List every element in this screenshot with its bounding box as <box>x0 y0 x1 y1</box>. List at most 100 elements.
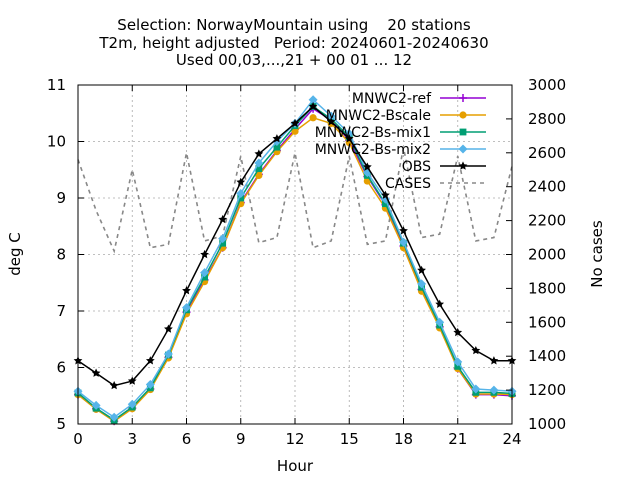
legend-marker-mnwc2-bs-mix1 <box>459 128 467 136</box>
point-mnwc2-bscale <box>291 127 299 135</box>
legend: MNWC2-refMNWC2-BscaleMNWC2-Bs-mix1MNWC2-… <box>315 91 486 192</box>
x-tick-label: 6 <box>182 430 192 448</box>
y2-tick-label: 2800 <box>528 110 566 128</box>
point-mnwc2-bs-mix2 <box>91 400 101 410</box>
point-mnwc2-bs-mix2 <box>489 385 499 395</box>
legend-marker-mnwc2-ref <box>459 94 467 102</box>
title-line-1: Selection: NorwayMountain using 20 stati… <box>117 16 471 34</box>
cases-series <box>77 147 513 254</box>
point-obs <box>399 226 408 235</box>
point-obs <box>236 177 246 186</box>
legend-marker-mnwc2-bs-mix2 <box>458 144 468 154</box>
series-layer <box>73 95 517 426</box>
y-tick-label: 9 <box>56 189 66 207</box>
point-obs <box>435 299 445 308</box>
point-obs <box>417 265 426 275</box>
title-line-2: T2m, height adjusted Period: 20240601-20… <box>98 34 488 52</box>
point-mnwc2-bs-mix1 <box>454 362 462 370</box>
legend-label-cases: CASES <box>385 176 431 192</box>
point-obs <box>91 368 101 377</box>
point-mnwc2-bs-mix2 <box>254 158 264 168</box>
series-line-mnwc2-bs-mix1 <box>77 105 513 421</box>
x-tick-label: 12 <box>285 430 304 448</box>
point-mnwc2-bscale <box>309 114 317 122</box>
point-mnwc2-bs-mix2 <box>326 111 336 121</box>
point-mnwc2-bs-mix2 <box>218 234 228 244</box>
point-mnwc2-bs-mix2 <box>471 384 481 394</box>
point-mnwc2-bs-mix1 <box>382 200 389 208</box>
point-obs <box>164 324 173 333</box>
point-obs <box>308 101 318 111</box>
point-mnwc2-bscale <box>255 171 263 179</box>
x-tick-label: 0 <box>73 430 83 448</box>
legend-label-mnwc2-ref: MNWC2-ref <box>352 91 432 107</box>
y2-tick-label: 2200 <box>528 212 566 230</box>
y2-tick-label: 1000 <box>528 415 566 433</box>
x-tick-label: 3 <box>127 430 137 448</box>
point-mnwc2-bs-mix2 <box>272 137 282 146</box>
point-obs <box>254 149 264 158</box>
legend-label-mnwc2-bscale: MNWC2-Bscale <box>326 108 431 124</box>
point-mnwc2-bs-mix1 <box>273 143 281 151</box>
x-tick-label: 21 <box>448 430 467 448</box>
y-tick-label: 11 <box>47 76 66 94</box>
series-line-cases <box>77 147 513 254</box>
point-obs <box>471 345 481 355</box>
point-obs <box>381 190 390 199</box>
y2-tick-label: 1200 <box>528 381 566 399</box>
point-mnwc2-bs-mix1 <box>201 273 208 281</box>
y2-tick-label: 3000 <box>528 76 566 94</box>
point-mnwc2-bs-mix1 <box>255 165 263 173</box>
point-mnwc2-bs-mix2 <box>453 357 463 367</box>
y-tick-label: 6 <box>56 359 66 377</box>
legend-label-mnwc2-bs-mix1: MNWC2-Bs-mix1 <box>315 125 431 141</box>
point-mnwc2-bs-mix2 <box>308 95 318 105</box>
point-obs <box>489 356 499 365</box>
point-mnwc2-bs-mix1 <box>219 239 227 247</box>
series-cases <box>77 147 513 254</box>
y2-tick-label: 2000 <box>528 246 566 264</box>
y2-tick-label: 1600 <box>528 313 566 331</box>
legend-label-mnwc2-bs-mix2: MNWC2-Bs-mix2 <box>315 142 431 158</box>
point-obs <box>145 356 155 365</box>
point-obs <box>290 118 300 128</box>
title-line-3: Used 00,03,...,21 + 00 01 ... 12 <box>176 51 412 69</box>
legend-marker-mnwc2-bscale <box>459 111 467 119</box>
point-mnwc2-bs-mix2 <box>127 399 137 409</box>
point-mnwc2-bs-mix2 <box>435 317 445 327</box>
point-mnwc2-bs-mix2 <box>182 303 191 313</box>
y-tick-label: 10 <box>47 133 66 151</box>
x-axis-label: Hour <box>277 457 314 475</box>
point-mnwc2-bs-mix2 <box>163 349 173 359</box>
point-mnwc2-bs-mix2 <box>200 268 210 278</box>
point-mnwc2-bs-mix2 <box>145 379 155 389</box>
x-tick-label: 18 <box>394 430 413 448</box>
point-obs <box>272 134 282 143</box>
point-mnwc2-bs-mix1 <box>237 194 245 202</box>
point-obs <box>127 376 137 385</box>
y-tick-label: 5 <box>56 415 66 433</box>
chart-title: Selection: NorwayMountain using 20 stati… <box>98 16 488 69</box>
y2-tick-label: 1800 <box>528 279 566 297</box>
x-tick-label: 24 <box>502 430 521 448</box>
y2-tick-label: 1400 <box>528 347 566 365</box>
point-obs <box>362 162 372 171</box>
grid <box>78 85 512 424</box>
y2-tick-label: 2400 <box>528 178 566 196</box>
y-tick-label: 8 <box>56 246 66 264</box>
x-tick-label: 9 <box>236 430 246 448</box>
y2-tick-label: 2600 <box>528 144 566 162</box>
point-obs <box>182 286 191 295</box>
series-obs <box>73 101 517 390</box>
point-mnwc2-bs-mix2 <box>417 279 427 289</box>
point-mnwc2-bs-mix2 <box>399 237 408 247</box>
point-obs <box>326 117 336 126</box>
point-obs <box>200 249 209 259</box>
point-mnwc2-bs-mix2 <box>236 188 246 198</box>
series-mnwc2-ref <box>74 104 516 426</box>
point-mnwc2-bs-mix2 <box>109 412 119 422</box>
point-obs <box>344 134 354 143</box>
point-obs <box>109 380 119 390</box>
y-tick-label: 7 <box>56 302 66 320</box>
